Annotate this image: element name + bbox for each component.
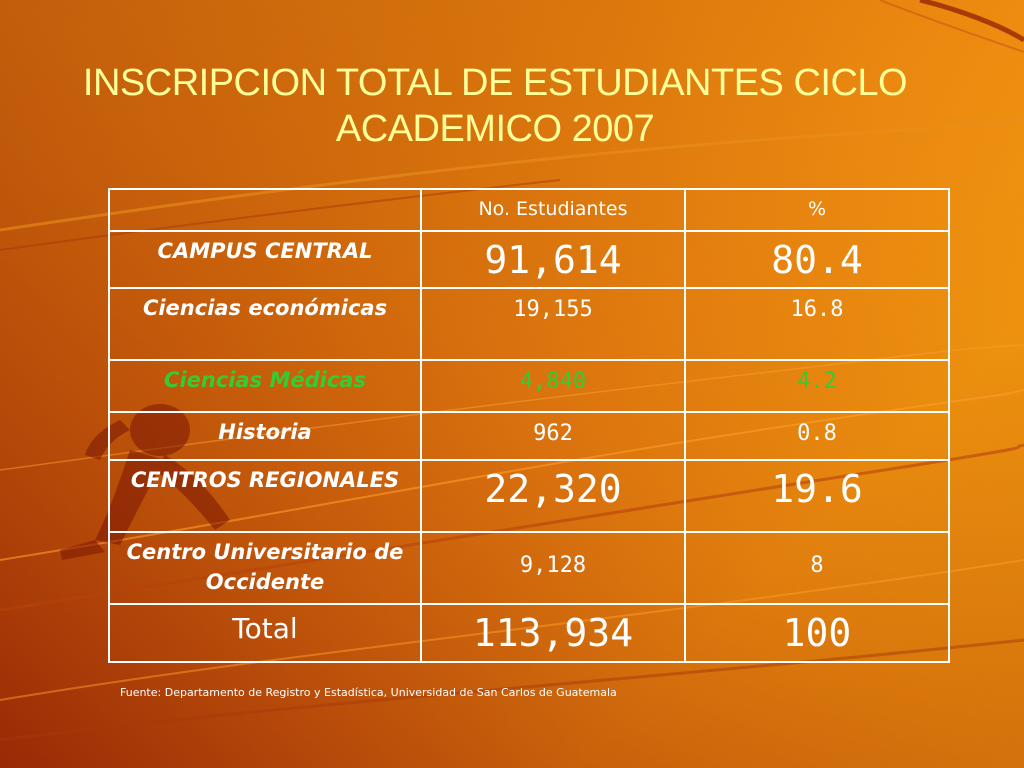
table-total-row: Total 113,934 100 bbox=[108, 603, 950, 663]
row-label: CENTROS REGIONALES bbox=[108, 459, 422, 533]
percent-value: 80.4 bbox=[684, 230, 950, 289]
header-percent: % bbox=[684, 188, 950, 232]
percent-value: 0.8 bbox=[684, 411, 950, 461]
percent-value: 19.6 bbox=[684, 459, 950, 533]
enrollment-table: No. Estudiantes % CAMPUS CENTRAL 91,614 … bbox=[108, 188, 950, 663]
percent-value: 16.8 bbox=[684, 287, 950, 361]
table-row: Ciencias Médicas 4,840 4.2 bbox=[108, 359, 950, 413]
source-note: Fuente: Departamento de Registro y Estad… bbox=[120, 686, 617, 699]
total-percent-value: 100 bbox=[684, 603, 950, 663]
header-blank-cell bbox=[108, 188, 422, 232]
students-value: 22,320 bbox=[420, 459, 686, 533]
row-label: CAMPUS CENTRAL bbox=[108, 230, 422, 289]
table-row: Ciencias económicas 19,155 16.8 bbox=[108, 287, 950, 361]
percent-value: 4.2 bbox=[684, 359, 950, 413]
table-row: Centro Universitario de Occidente 9,128 … bbox=[108, 531, 950, 605]
students-value: 4,840 bbox=[420, 359, 686, 413]
header-students: No. Estudiantes bbox=[420, 188, 686, 232]
slide-title: INSCRIPCION TOTAL DE ESTUDIANTES CICLO A… bbox=[82, 62, 908, 150]
row-label: Ciencias económicas bbox=[108, 287, 422, 361]
students-value: 9,128 bbox=[420, 531, 686, 605]
students-value: 962 bbox=[420, 411, 686, 461]
table-row: Historia 962 0.8 bbox=[108, 411, 950, 461]
table-row: CAMPUS CENTRAL 91,614 80.4 bbox=[108, 230, 950, 289]
row-label: Centro Universitario de Occidente bbox=[108, 531, 422, 605]
row-label: Ciencias Médicas bbox=[108, 359, 422, 413]
students-value: 91,614 bbox=[420, 230, 686, 289]
table-row: CENTROS REGIONALES 22,320 19.6 bbox=[108, 459, 950, 533]
students-value: 19,155 bbox=[420, 287, 686, 361]
row-label: Historia bbox=[108, 411, 422, 461]
table-header-row: No. Estudiantes % bbox=[108, 188, 950, 232]
total-label: Total bbox=[108, 603, 422, 663]
total-students-value: 113,934 bbox=[420, 603, 686, 663]
percent-value: 8 bbox=[684, 531, 950, 605]
